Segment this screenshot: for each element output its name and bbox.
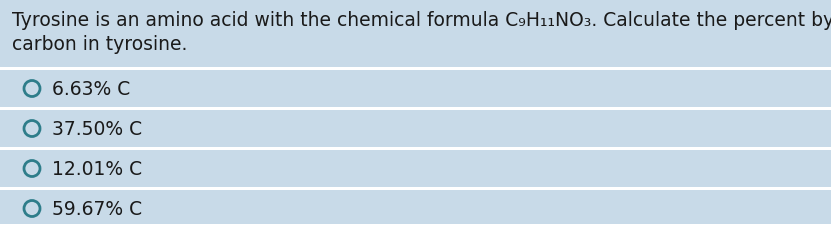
Bar (0, 71, 831, 108)
Text: 12.01% C: 12.01% C (52, 159, 142, 178)
Text: Tyrosine is an amino acid with the chemical formula C₉H₁₁NO₃. Calculate the perc: Tyrosine is an amino acid with the chemi… (12, 10, 831, 29)
Bar (0, 108, 831, 111)
Bar (0, 150, 831, 187)
Text: 6.63% C: 6.63% C (52, 80, 130, 99)
Bar (0, 190, 831, 227)
Bar (0, 0, 831, 68)
Bar (0, 187, 831, 190)
Text: 59.67% C: 59.67% C (52, 199, 142, 218)
Bar (0, 147, 831, 150)
Bar (0, 224, 831, 227)
Bar (0, 111, 831, 147)
Text: 37.50% C: 37.50% C (52, 119, 142, 138)
Bar (0, 68, 831, 71)
Text: carbon in tyrosine.: carbon in tyrosine. (12, 34, 187, 53)
